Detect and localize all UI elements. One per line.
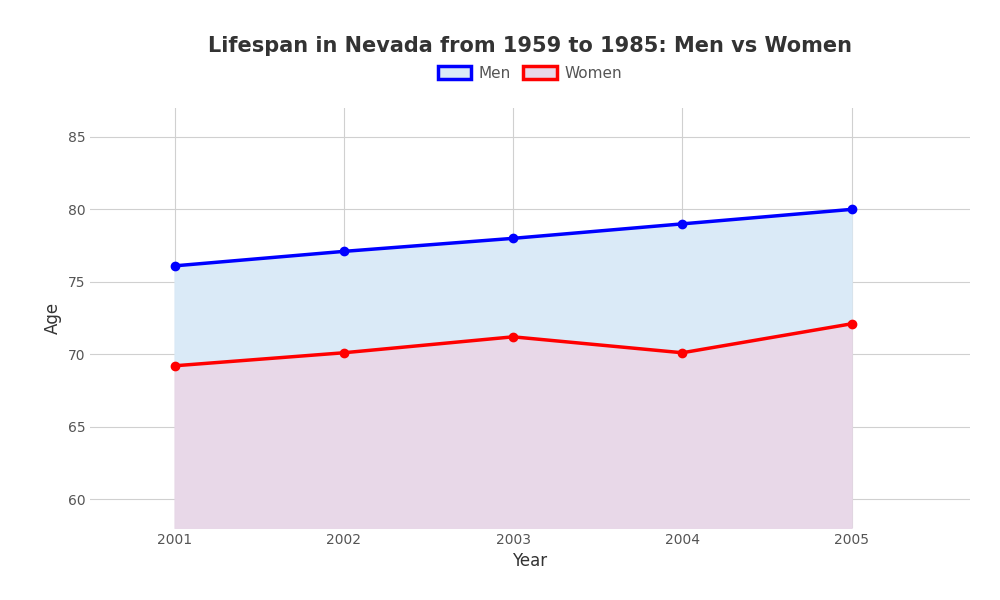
X-axis label: Year: Year (512, 553, 548, 571)
Title: Lifespan in Nevada from 1959 to 1985: Men vs Women: Lifespan in Nevada from 1959 to 1985: Me… (208, 37, 852, 56)
Y-axis label: Age: Age (44, 302, 62, 334)
Legend: Men, Women: Men, Women (433, 61, 627, 85)
